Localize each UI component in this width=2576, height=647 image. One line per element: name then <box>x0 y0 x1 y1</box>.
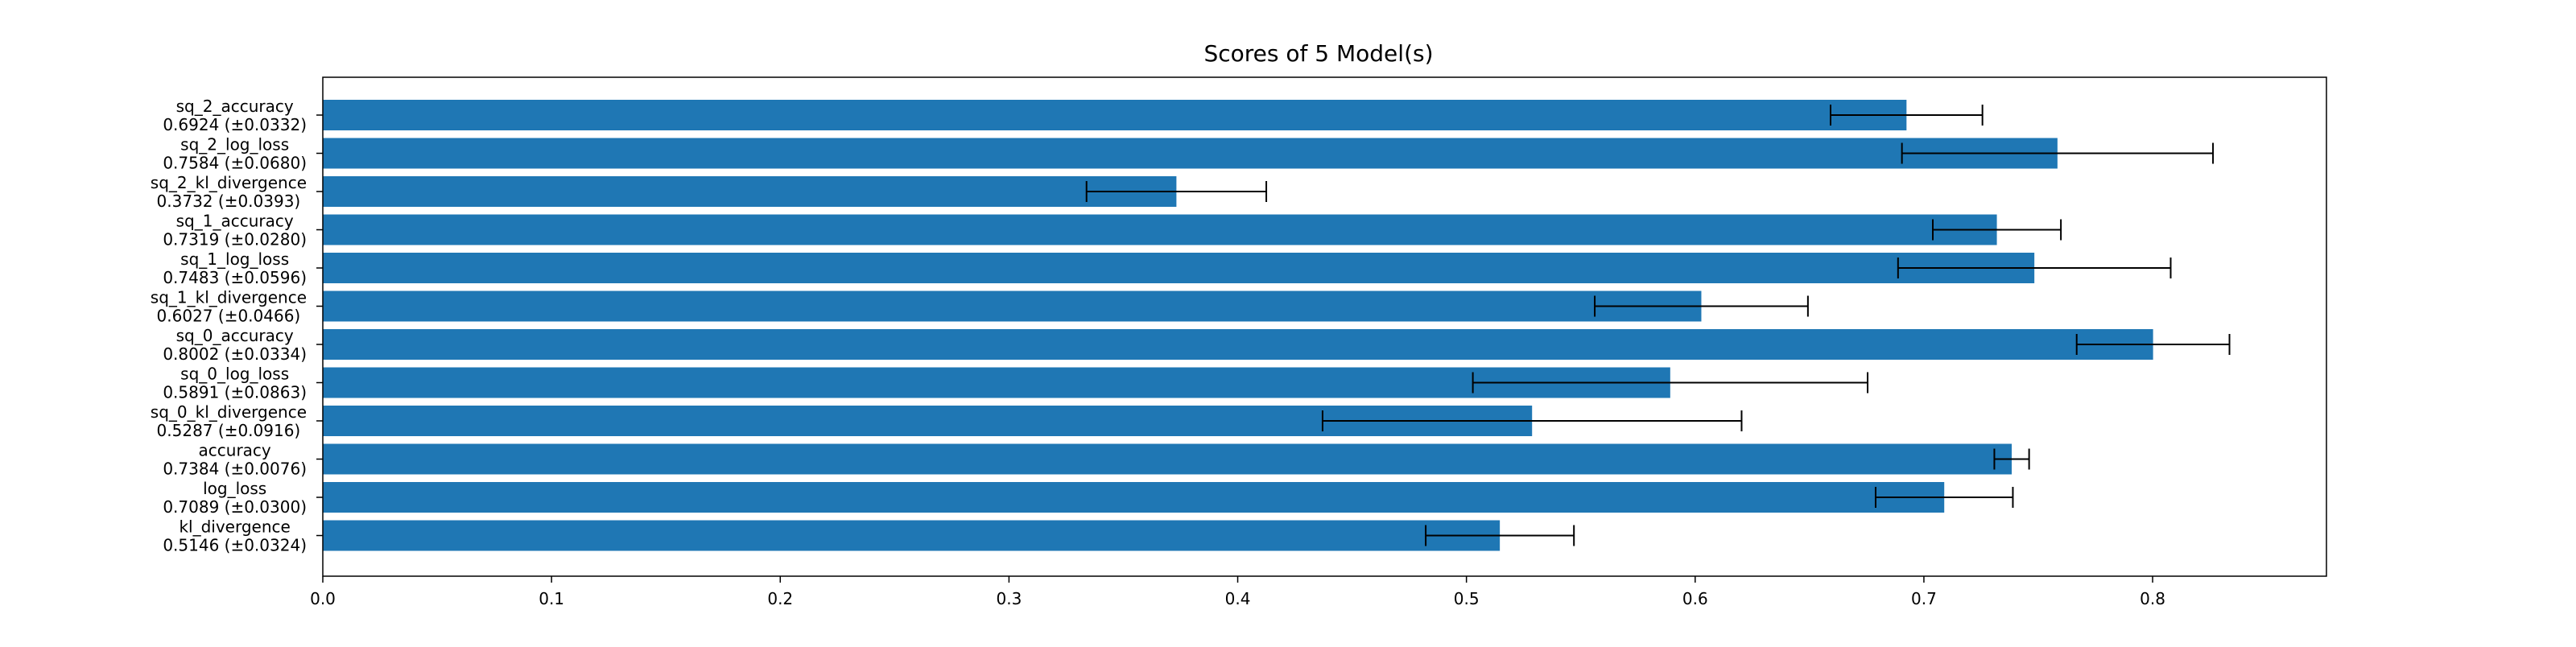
y-tick-label-value: 0.7089 (±0.0300) <box>163 497 307 517</box>
y-tick-label-name: sq_0_kl_divergence <box>151 402 307 422</box>
bar-sq_2_accuracy <box>323 100 1907 130</box>
plot-frame <box>322 76 2327 577</box>
y-tick-label-value: 0.7483 (±0.0596) <box>163 268 307 287</box>
y-tick-label-value: 0.7584 (±0.0680) <box>163 154 307 173</box>
y-tick-label-name: sq_1_log_loss <box>180 249 289 269</box>
bar-sq_2_log_loss <box>323 138 2058 169</box>
y-tick-label-value: 0.6027 (±0.0466) <box>157 307 301 326</box>
bar-sq_2_kl_divergence <box>323 176 1177 207</box>
y-tick-label-name: accuracy <box>199 441 271 460</box>
x-tick-label: 0.8 <box>2140 589 2165 608</box>
bar-sq_1_accuracy <box>323 214 1997 245</box>
bar-log_loss <box>323 482 1945 513</box>
y-tick-label-name: sq_0_accuracy <box>176 326 294 345</box>
y-tick-label-value: 0.6924 (±0.0332) <box>163 115 307 134</box>
y-tick-label-value: 0.5891 (±0.0863) <box>163 383 307 402</box>
bar-sq_0_accuracy <box>323 329 2153 360</box>
x-tick-label: 0.7 <box>1911 589 1937 608</box>
y-tick-label-name: sq_0_log_loss <box>180 365 289 384</box>
y-tick-label-name: log_loss <box>203 479 266 498</box>
bar-kl_divergence <box>323 520 1501 551</box>
x-tick-label: 0.1 <box>539 589 564 608</box>
x-tick-label: 0.2 <box>767 589 793 608</box>
x-tick-label: 0.4 <box>1225 589 1251 608</box>
y-tick-label-name: sq_2_accuracy <box>176 97 294 116</box>
x-tick-label: 0.3 <box>996 589 1022 608</box>
y-tick-label-value: 0.5146 (±0.0324) <box>163 536 307 555</box>
y-tick-label-value: 0.8002 (±0.0334) <box>163 344 307 364</box>
y-tick-label-name: sq_2_log_loss <box>180 135 289 155</box>
y-tick-label-name: sq_2_kl_divergence <box>151 173 307 192</box>
y-tick-label-value: 0.3732 (±0.0393) <box>157 192 301 211</box>
x-tick-label: 0.0 <box>310 589 336 608</box>
y-tick-label-name: kl_divergence <box>179 517 290 537</box>
y-tick-label-value: 0.5287 (±0.0916) <box>157 421 301 440</box>
bar-sq_1_kl_divergence <box>323 291 1702 322</box>
y-tick-label-value: 0.7319 (±0.0280) <box>163 230 307 249</box>
bar-accuracy <box>323 443 2013 475</box>
chart-title: Scores of 5 Model(s) <box>1203 40 1433 67</box>
bar-sq_0_log_loss <box>323 367 1670 398</box>
x-tick-label: 0.6 <box>1682 589 1708 608</box>
y-tick-label-name: sq_1_accuracy <box>176 212 294 231</box>
x-tick-label: 0.5 <box>1454 589 1480 608</box>
y-tick-label-name: sq_1_kl_divergence <box>151 288 307 307</box>
bar-sq_1_log_loss <box>323 253 2035 283</box>
y-tick-label-value: 0.7384 (±0.0076) <box>163 459 307 479</box>
